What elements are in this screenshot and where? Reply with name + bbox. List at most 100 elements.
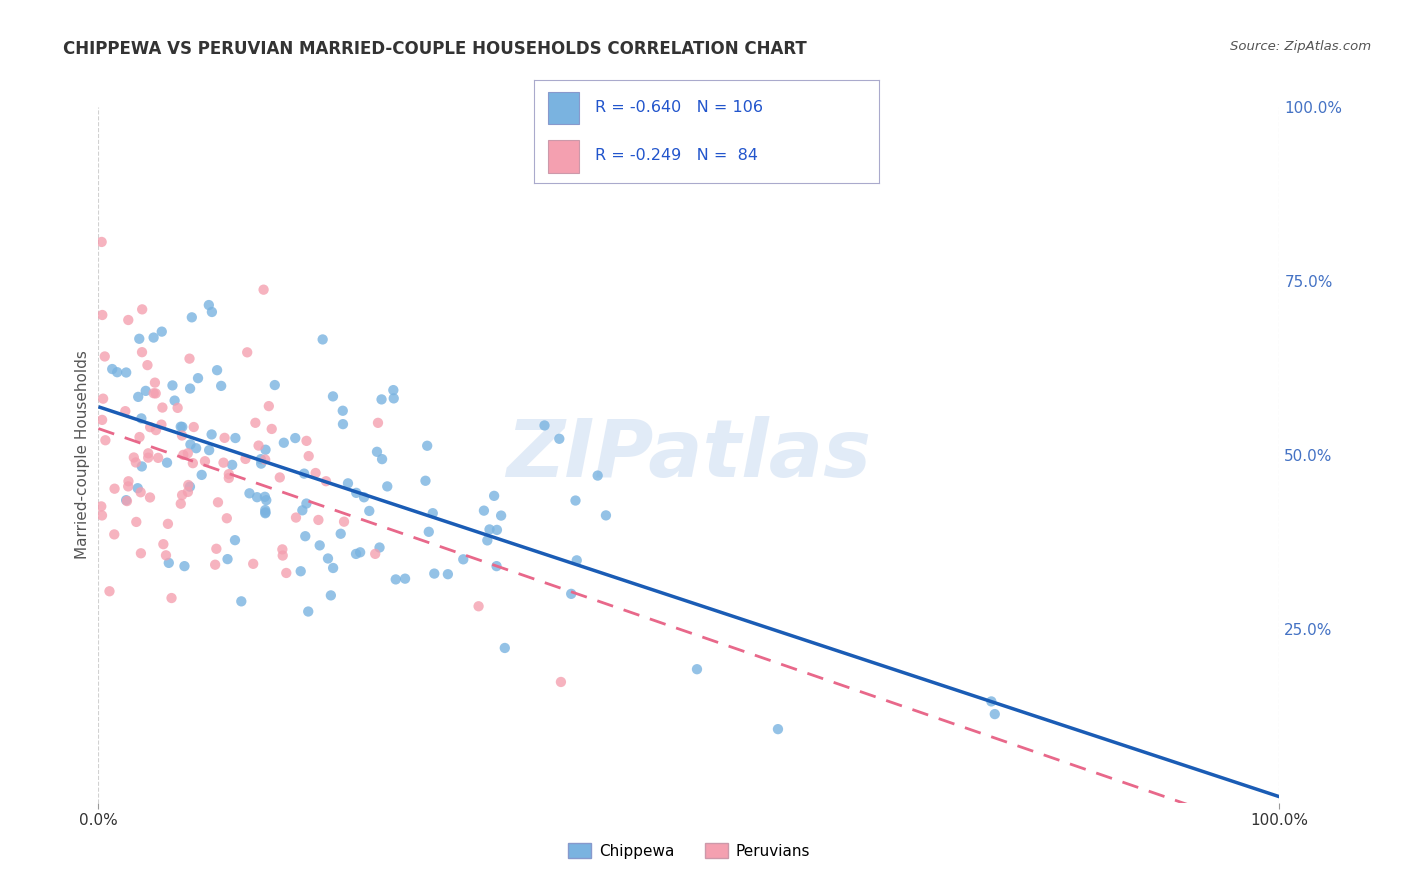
Point [179,480,201,494]
Point [304,466,326,480]
Point [482,489,505,503]
Point [271,542,294,557]
Point [548,432,571,446]
Point [238,486,260,500]
Point [190,467,212,482]
Point [91,413,114,427]
Point [172,448,194,462]
Point [91,308,114,322]
Point [183,420,205,434]
Point [297,605,319,619]
Point [217,552,239,566]
Point [319,588,342,602]
Point [295,434,318,448]
Point [415,474,437,488]
Point [316,551,339,566]
Point [686,662,709,676]
Point [157,556,180,570]
Point [307,513,329,527]
Point [370,392,392,407]
Point [170,419,193,434]
Point [180,310,202,325]
Point [260,422,283,436]
Point [494,640,516,655]
Point [187,371,209,385]
Point [322,389,344,403]
Point [131,459,153,474]
Text: CHIPPEWA VS PERUVIAN MARRIED-COUPLE HOUSEHOLDS CORRELATION CHART: CHIPPEWA VS PERUVIAN MARRIED-COUPLE HOUS… [63,40,807,58]
Point [150,417,173,432]
Point [359,504,381,518]
Point [205,541,228,556]
Point [276,566,298,580]
Point [179,382,201,396]
Point [215,511,238,525]
Point [198,443,221,458]
Point [344,547,367,561]
Point [368,541,391,555]
Point [478,523,501,537]
Point [349,545,371,559]
Point [170,428,193,442]
Point [353,490,375,504]
Point [467,599,489,614]
Point [209,379,232,393]
Point [152,537,174,551]
Point [298,449,321,463]
Point [221,458,243,472]
Point [115,494,138,508]
Point [98,584,121,599]
Point [533,418,555,433]
Point [90,235,112,249]
Text: R = -0.640   N = 106: R = -0.640 N = 106 [595,101,762,115]
Point [146,450,169,465]
Point [295,497,318,511]
Point [322,561,344,575]
Point [565,553,588,567]
Point [254,442,277,457]
Point [252,283,274,297]
Point [173,559,195,574]
Point [155,549,177,563]
Point [333,515,356,529]
Point [125,455,148,469]
Point [117,475,139,489]
Point [242,557,264,571]
Point [177,478,200,492]
Point [384,573,406,587]
Point [271,549,294,563]
Point [344,486,367,500]
Point [172,420,194,434]
Point [257,399,280,413]
Point [290,564,312,578]
Point [115,366,138,380]
Point [254,506,277,520]
FancyBboxPatch shape [548,92,579,124]
Point [292,467,315,481]
Point [145,423,167,437]
Point [250,452,273,467]
Point [284,431,307,445]
Point [766,722,789,736]
Point [247,439,270,453]
Point [125,515,148,529]
Point [485,559,508,574]
Point [162,378,184,392]
Point [181,456,204,470]
Legend: Chippewa, Peruvians: Chippewa, Peruvians [562,837,815,864]
Point [117,313,139,327]
Point [246,490,269,504]
Point [285,510,308,524]
Point [550,675,572,690]
Point [201,305,224,319]
Point [423,566,446,581]
Point [129,546,152,560]
Point [218,467,240,482]
Point [131,302,153,317]
Point [254,452,277,467]
Point [273,435,295,450]
Point [418,524,440,539]
Point [135,384,157,398]
Point [245,416,267,430]
Point [394,572,416,586]
